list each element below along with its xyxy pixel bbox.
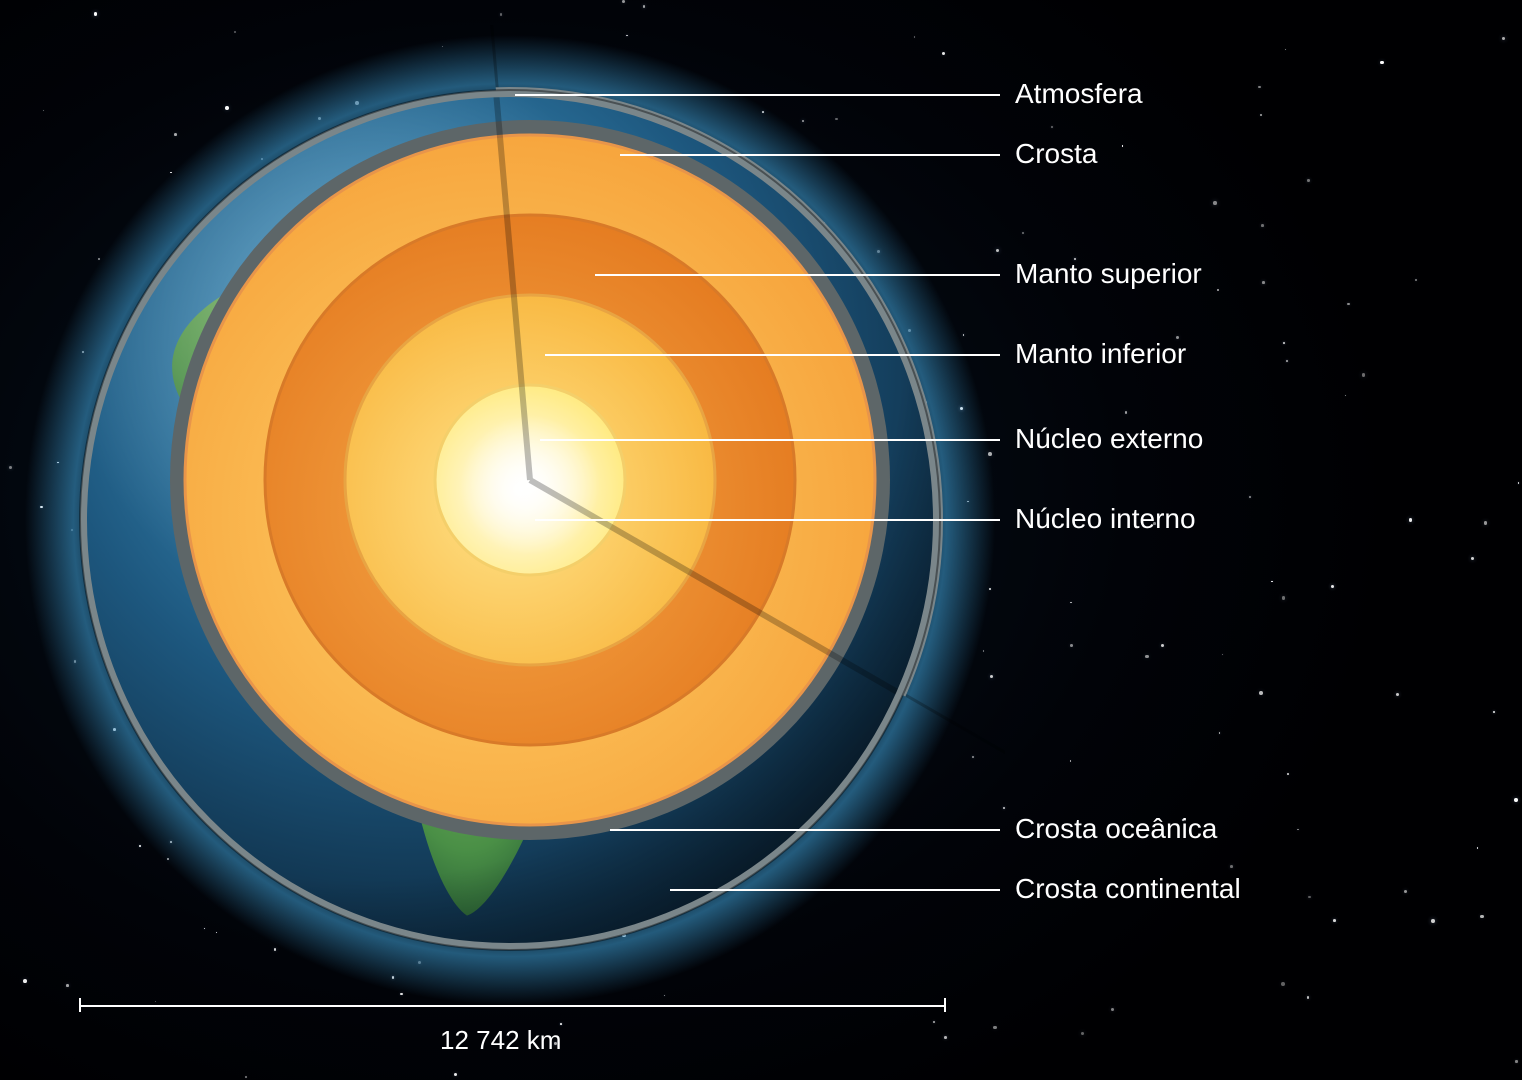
diagram-root: AtmosferaCrostaManto superiorManto infer… (0, 0, 1522, 1080)
scale-bar: 12 742 km (0, 0, 1522, 1080)
scale-bar-line (80, 1005, 945, 1007)
scale-bar-tick-right (944, 998, 946, 1012)
scale-bar-label: 12 742 km (440, 1025, 561, 1056)
scale-bar-tick-left (79, 998, 81, 1012)
